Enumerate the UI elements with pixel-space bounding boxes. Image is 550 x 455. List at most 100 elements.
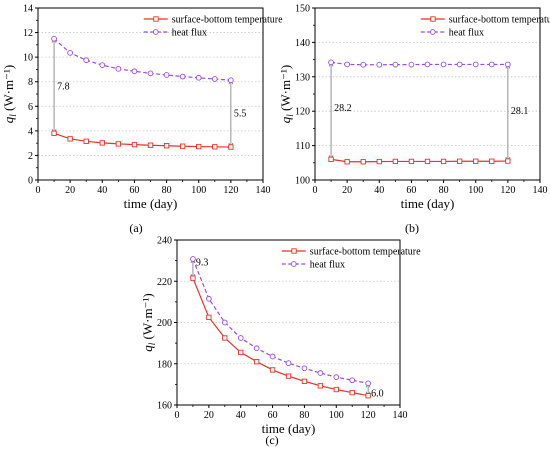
y-tick-label: 120: [295, 107, 310, 118]
data-point-square: [285, 373, 292, 379]
chart-panel-1: 0 20 40 60 80 100 120 140 100 110 120 130 140 150 time…: [278, 4, 550, 236]
legend-swatch-marker: [291, 248, 297, 254]
data-point-circle: [301, 365, 308, 372]
data-point-square: [147, 142, 154, 148]
data-point-square: [253, 359, 260, 365]
legend-label: heat flux: [310, 260, 345, 271]
legend-label: surface-bottom temperature: [310, 247, 421, 258]
data-point-circle: [211, 76, 218, 82]
data-point-circle: [472, 61, 479, 68]
x-tick-label: 140: [393, 410, 408, 421]
y-tick-label: 220: [157, 277, 172, 288]
data-point-circle: [317, 370, 324, 376]
data-point-circle: [51, 35, 57, 42]
data-point-circle: [365, 380, 371, 387]
x-tick-label: 100: [191, 185, 206, 196]
y-tick-label: 150: [295, 4, 310, 15]
x-tick-label: 120: [500, 185, 515, 196]
data-point-circle: [456, 61, 463, 68]
y-tick-label: 10: [23, 53, 33, 64]
x-axis-label: time (day): [262, 421, 316, 436]
series-line-1: [53, 38, 231, 81]
x-tick-label: 60: [129, 185, 139, 196]
plot-frame: [37, 7, 264, 181]
y-axis-label: ql (W·m⁻¹): [1, 65, 18, 123]
data-point-square: [376, 158, 382, 165]
gap-label: 9.3: [196, 258, 209, 269]
legend-swatch-marker: [290, 261, 297, 267]
data-point-circle: [99, 62, 106, 68]
data-point-square: [83, 138, 89, 144]
gap-label: 28.1: [511, 106, 529, 117]
y-tick-label: 180: [157, 359, 172, 370]
data-point-square: [301, 378, 308, 384]
y-tick-label: 4: [28, 126, 33, 137]
data-point-square: [473, 158, 479, 164]
chart-panel-0: 0 20 40 60 80 100 120 140 0 2 4 6 8 10 12 14 time (day) q…: [1, 4, 283, 236]
data-point-square: [360, 159, 366, 165]
data-point-circle: [505, 61, 511, 68]
data-point-circle: [349, 377, 356, 384]
legend-label: surface-bottom temperature: [449, 15, 550, 26]
data-point-square: [365, 393, 371, 399]
data-point-circle: [237, 335, 244, 341]
x-tick-label: 20: [65, 185, 75, 196]
series-line-0: [192, 277, 369, 397]
data-point-square: [131, 141, 138, 148]
legend-label: heat flux: [172, 28, 207, 39]
data-point-square: [163, 143, 170, 149]
y-tick-label: 100: [295, 176, 310, 187]
legend-swatch-marker: [152, 29, 159, 35]
data-point-circle: [190, 256, 196, 262]
panel-label: (a): [129, 221, 142, 235]
gap-label: 28.2: [334, 103, 352, 114]
data-point-square: [115, 141, 122, 147]
series-line-1: [330, 61, 508, 66]
y-tick-label: 2: [28, 151, 33, 162]
data-point-circle: [488, 61, 495, 68]
y-tick-label: 8: [28, 77, 33, 88]
x-tick-label: 80: [439, 185, 449, 196]
y-tick-label: 12: [23, 28, 33, 39]
x-tick-label: 20: [204, 410, 214, 421]
data-point-square: [228, 144, 234, 150]
y-tick-label: 200: [157, 318, 172, 329]
data-point-square: [51, 130, 57, 136]
y-tick-label: 130: [295, 72, 310, 83]
gap-label: 7.8: [57, 82, 69, 93]
y-tick-label: 240: [157, 236, 172, 247]
x-tick-label: 40: [374, 185, 384, 196]
y-tick-label: 140: [295, 38, 310, 49]
chart-panel-2: 0 20 40 60 80 100 120 140 160 180 200 220 240 time (d…: [140, 236, 421, 448]
data-point-circle: [376, 61, 383, 68]
data-point-circle: [440, 61, 447, 68]
x-tick-label: 80: [299, 410, 309, 421]
data-point-square: [269, 367, 276, 373]
data-point-square: [222, 335, 228, 341]
y-tick-label: 110: [295, 141, 310, 152]
y-tick-label: 0: [28, 176, 33, 187]
data-point-square: [333, 386, 339, 393]
data-point-circle: [67, 49, 73, 56]
data-point-square: [67, 136, 73, 142]
series-line-1: [192, 258, 369, 384]
data-point-square: [489, 158, 495, 164]
y-tick-label: 160: [157, 401, 172, 412]
data-point-circle: [344, 61, 350, 68]
data-point-square: [190, 275, 196, 281]
data-point-circle: [333, 374, 340, 381]
x-tick-label: 0: [313, 185, 318, 196]
x-axis-label: time (day): [124, 196, 178, 211]
data-point-circle: [83, 57, 90, 64]
x-tick-label: 20: [342, 185, 352, 196]
data-point-circle: [253, 345, 260, 352]
gap-label: 5.5: [234, 109, 247, 120]
data-point-circle: [206, 295, 212, 302]
x-tick-label: 100: [329, 410, 344, 421]
data-point-circle: [131, 68, 138, 75]
series-line-0: [53, 132, 231, 148]
data-point-square: [349, 389, 355, 396]
legend-swatch-marker: [430, 16, 436, 22]
data-point-square: [317, 383, 324, 389]
x-tick-label: 140: [533, 185, 548, 196]
